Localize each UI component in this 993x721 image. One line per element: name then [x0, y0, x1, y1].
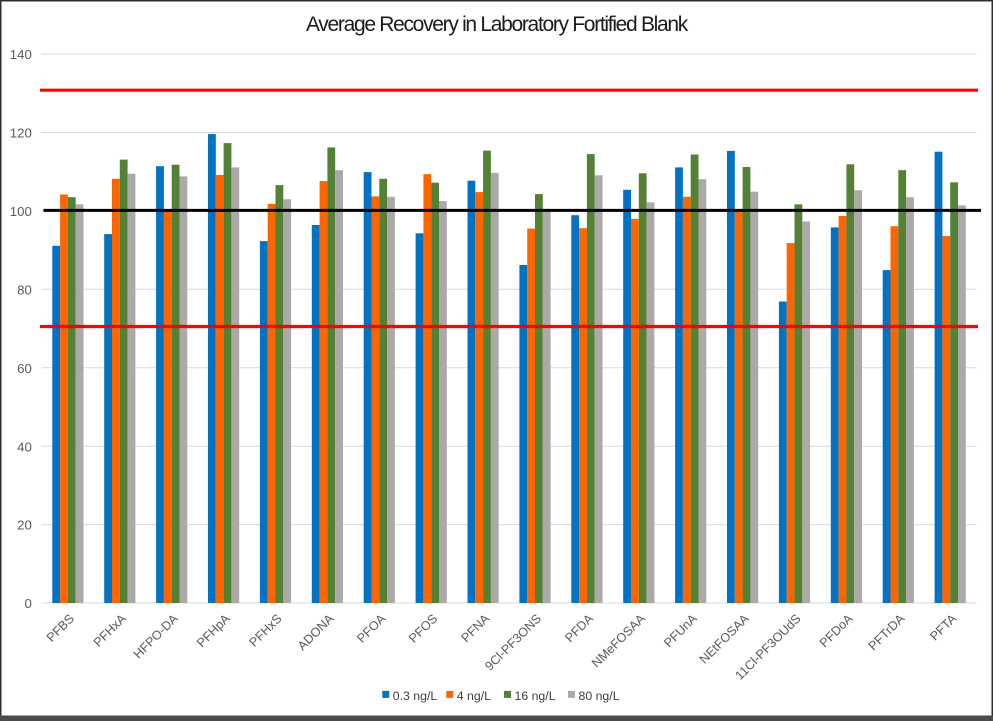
svg-text:80: 80: [17, 282, 32, 297]
svg-text:80 ng/L: 80 ng/L: [579, 689, 620, 703]
svg-text:140: 140: [10, 47, 32, 62]
svg-text:60: 60: [17, 361, 32, 376]
svg-text:120: 120: [10, 126, 32, 141]
svg-text:100: 100: [10, 204, 32, 219]
svg-text:0: 0: [24, 596, 31, 611]
svg-text:16 ng/L: 16 ng/L: [515, 689, 556, 703]
svg-text:Average Recovery in Laboratory: Average Recovery in Laboratory Fortified…: [306, 13, 689, 36]
svg-text:0.3 ng/L: 0.3 ng/L: [393, 689, 438, 703]
svg-text:20: 20: [17, 518, 32, 533]
svg-text:40: 40: [17, 439, 32, 454]
svg-text:4 ng/L: 4 ng/L: [457, 689, 491, 703]
